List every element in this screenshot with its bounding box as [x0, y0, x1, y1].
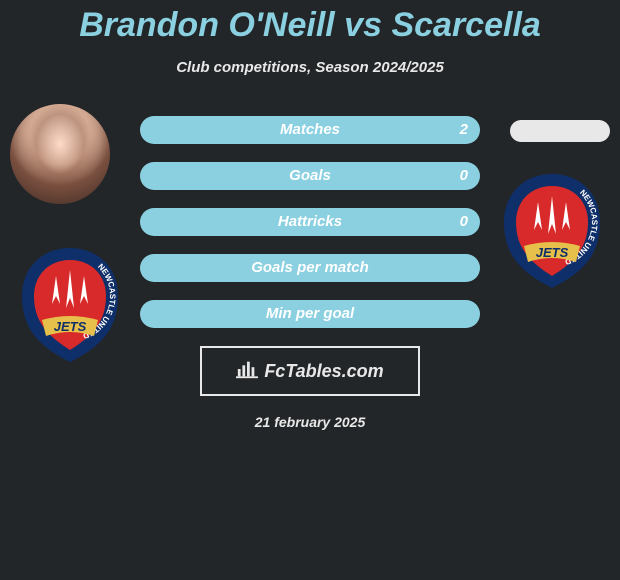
svg-text:JETS: JETS	[536, 245, 569, 260]
stat-value-left: 2	[460, 116, 468, 144]
stat-label: Hattricks	[140, 208, 480, 236]
stat-label: Goals	[140, 162, 480, 190]
player-right-club-badge: NEWCASTLE UNITED JETS	[502, 172, 602, 290]
stat-bar: Hattricks 0	[140, 208, 480, 236]
stat-value-left: 0	[460, 208, 468, 236]
stat-value-left: 0	[460, 162, 468, 190]
comparison-panel: NEWCASTLE UNITED JETS NEWCASTLE UNITED	[0, 116, 620, 430]
generated-date: 21 february 2025	[0, 414, 620, 430]
player-right-avatar-placeholder	[510, 120, 610, 142]
bar-chart-icon	[236, 358, 258, 385]
stat-bars: Matches 2 Goals 0 Hattricks 0 Goals per …	[140, 116, 480, 328]
player-left-avatar	[10, 104, 110, 204]
player-left-club-badge: NEWCASTLE UNITED JETS	[20, 246, 120, 364]
stat-label: Matches	[140, 116, 480, 144]
svg-text:JETS: JETS	[54, 319, 87, 334]
page-subtitle: Club competitions, Season 2024/2025	[0, 59, 620, 76]
stat-label: Goals per match	[140, 254, 480, 282]
page-title: Brandon O'Neill vs Scarcella	[0, 0, 620, 45]
stat-bar: Matches 2	[140, 116, 480, 144]
stat-bar: Goals per match	[140, 254, 480, 282]
stat-bar: Min per goal	[140, 300, 480, 328]
site-label: FcTables.com	[264, 361, 383, 382]
site-attribution: FcTables.com	[200, 346, 420, 396]
stat-label: Min per goal	[140, 300, 480, 328]
stat-bar: Goals 0	[140, 162, 480, 190]
